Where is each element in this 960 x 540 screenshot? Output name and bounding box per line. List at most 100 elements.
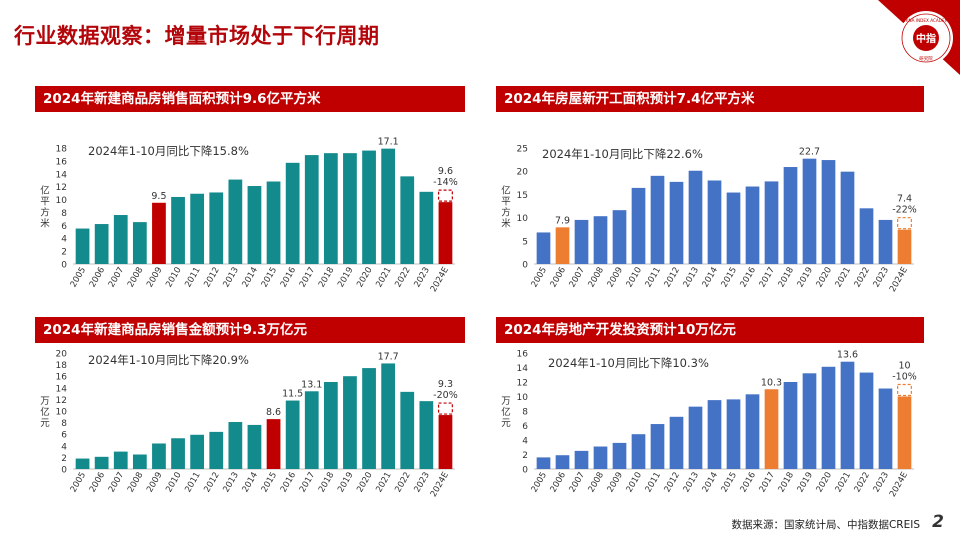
x-tick-label: 2021	[374, 471, 393, 495]
x-tick-label: 2015	[720, 266, 739, 290]
x-tick-label: 2024E	[429, 471, 451, 499]
x-tick-label: 2008	[587, 266, 606, 290]
x-tick-label: 2014	[241, 471, 260, 495]
bar	[152, 202, 166, 264]
y-tick-label: 25	[517, 145, 528, 155]
x-tick-label: 2015	[260, 471, 279, 495]
x-tick-label: 2009	[606, 471, 625, 495]
y-axis-label-char: 平	[40, 197, 50, 208]
bar	[323, 382, 338, 469]
bar	[304, 391, 319, 469]
bar	[669, 416, 684, 469]
brand-corner: 中指 CHINA INDEX ACADEMY 研究院	[878, 0, 960, 75]
bar	[745, 394, 760, 469]
x-tick-label: 2012	[663, 266, 682, 290]
bar	[650, 175, 665, 264]
y-tick-label: 18	[56, 361, 68, 371]
y-axis-label-char: 亿	[40, 406, 50, 418]
bar	[171, 438, 185, 469]
y-tick-label: 4	[61, 442, 67, 452]
bar	[878, 219, 893, 264]
y-tick-label: 14	[56, 170, 68, 180]
bar	[802, 373, 817, 469]
bar	[726, 192, 741, 264]
bar	[362, 368, 376, 469]
x-tick-label: 2016	[279, 266, 298, 290]
y-axis-label-char: 方	[501, 207, 511, 219]
x-tick-label: 2008	[126, 471, 145, 495]
y-tick-label: 0	[522, 261, 528, 271]
x-tick-label: 2007	[107, 471, 126, 495]
x-tick-label: 2023	[872, 266, 891, 290]
annotation-sales-area: 2024年1-10月同比下降15.8%	[88, 144, 249, 158]
x-tick-label: 2014	[701, 471, 720, 495]
data-label: 7.4	[897, 194, 912, 205]
bar	[132, 222, 147, 264]
y-tick-label: 14	[56, 384, 68, 394]
bar	[783, 382, 798, 469]
bar	[285, 162, 300, 264]
x-tick-label: 2014	[701, 266, 720, 290]
x-tick-label: 2011	[644, 471, 663, 495]
x-tick-label: 2012	[202, 266, 221, 290]
data-label: 13.1	[301, 379, 322, 390]
logo-ring	[901, 13, 951, 63]
bar	[745, 186, 760, 264]
x-tick-label: 2013	[221, 266, 240, 290]
bar	[75, 228, 90, 264]
data-label: 13.6	[837, 350, 858, 361]
y-tick-label: 8	[522, 408, 528, 418]
y-tick-label: 4	[522, 437, 528, 447]
page-number: 2	[932, 512, 944, 532]
x-tick-label: 2017	[298, 471, 317, 495]
bar	[247, 186, 262, 264]
data-label: 22.7	[799, 147, 820, 158]
x-tick-label: 2005	[69, 266, 88, 290]
x-tick-label: 2008	[587, 471, 606, 495]
chart-sales-amount: 0 2 4 6 8 10 12 14 16 18 20 万亿元 2005 2006 2007 2008 2009…	[35, 345, 465, 505]
bar	[381, 363, 396, 469]
y-axis-label-char: 万	[501, 396, 511, 407]
x-tick-label: 2013	[221, 471, 240, 495]
data-label: 17.1	[378, 137, 399, 148]
x-tick-label: 2019	[796, 471, 815, 495]
x-tick-label: 2022	[853, 266, 872, 290]
bar	[94, 456, 109, 469]
y-tick-label: 12	[517, 379, 528, 389]
data-label: -20%	[433, 390, 458, 401]
data-label: -14%	[433, 177, 458, 188]
x-tick-label: 2020	[355, 471, 374, 495]
bar	[113, 451, 128, 469]
x-tick-label: 2022	[393, 266, 412, 290]
bar	[400, 391, 415, 469]
x-tick-label: 2017	[758, 266, 777, 290]
x-tick-label: 2017	[298, 266, 317, 290]
x-tick-label: 2010	[164, 266, 183, 290]
bar	[707, 180, 722, 264]
y-tick-label: 20	[56, 350, 68, 360]
annotation-investment: 2024年1-10月同比下降10.3%	[548, 356, 709, 370]
bar	[802, 158, 817, 264]
bar	[555, 455, 570, 469]
bar	[419, 191, 434, 264]
bar	[897, 229, 912, 264]
panel-header-investment: 2024年房地产开发投资预计10万亿元	[496, 317, 924, 343]
bar	[419, 401, 434, 469]
bar	[840, 361, 855, 469]
bar	[859, 372, 874, 469]
logo-bottom-text: 研究院	[919, 55, 933, 62]
y-tick-label: 6	[61, 431, 67, 441]
bar	[266, 181, 281, 264]
panel-header-new-starts: 2024年房屋新开工面积预计7.4亿平方米	[496, 86, 924, 112]
bar	[209, 192, 224, 264]
y-axis-label-char: 米	[40, 218, 50, 230]
x-tick-label: 2024E	[888, 266, 910, 294]
bar	[285, 400, 300, 469]
bar	[438, 202, 453, 264]
data-label: 9.3	[438, 379, 453, 390]
x-tick-label: 2013	[682, 471, 701, 495]
y-tick-label: 15	[517, 191, 528, 201]
y-axis-label-char: 方	[40, 207, 50, 219]
y-tick-label: 16	[56, 373, 68, 383]
bar	[650, 424, 665, 469]
